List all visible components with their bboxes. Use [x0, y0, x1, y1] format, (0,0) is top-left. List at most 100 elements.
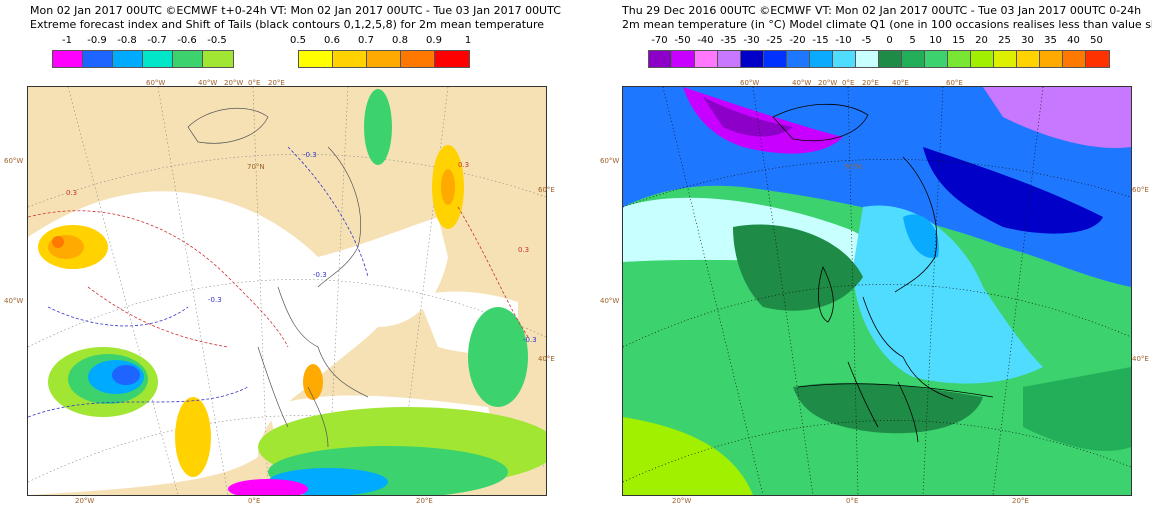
colorbar-label: 30 [1021, 35, 1034, 46]
colorbar-label: -0.5 [207, 35, 227, 46]
colorbar-boxes [52, 50, 234, 68]
colorbar-swatch [333, 51, 367, 67]
colorbar-label: 0.9 [426, 35, 442, 46]
colorbar-label: 25 [998, 35, 1011, 46]
lon-label: 0°E [248, 79, 261, 87]
colorbar-label: 40 [1067, 35, 1080, 46]
colorbar-swatch [203, 51, 233, 67]
colorbar-label: -40 [697, 35, 714, 46]
lon-label: 0°E [842, 79, 855, 87]
contour-label: -0.3 [208, 296, 222, 304]
colorbar-label: 15 [952, 35, 965, 46]
colorbar-swatch [173, 51, 203, 67]
efi-anomaly-patches [38, 89, 546, 495]
temp-header-line2: 2m mean temperature (in °C) Model climat… [622, 18, 1152, 31]
colorbar-label: -15 [812, 35, 829, 46]
colorbar-swatch [833, 51, 856, 67]
europe-cold [853, 205, 1043, 384]
colorbar-label: 20 [975, 35, 988, 46]
colorbar-swatch [83, 51, 113, 67]
greenland-cold [683, 87, 843, 154]
colorbar-swatch [994, 51, 1017, 67]
colorbar-swatch [741, 51, 764, 67]
colorbar-swatch [695, 51, 718, 67]
lon-label: 20°W [672, 497, 692, 505]
colorbar-label: -0.7 [147, 35, 167, 46]
africa-mild [793, 382, 983, 434]
efi-panel: Mon 02 Jan 2017 00UTC ©ECMWF t+0-24h VT:… [4, 4, 561, 505]
colorbar-swatch [1063, 51, 1086, 67]
efi-header-line1: Mon 02 Jan 2017 00UTC ©ECMWF t+0-24h VT:… [30, 4, 561, 17]
colorbar-label: 0.8 [392, 35, 408, 46]
lat-label: 40°E [1132, 355, 1149, 363]
colorbar-label: 5 [909, 35, 916, 46]
efi-contours [28, 146, 529, 418]
colorbar-swatch [113, 51, 143, 67]
colorbar-label: 10 [929, 35, 942, 46]
colorbar-label: -35 [720, 35, 737, 46]
coastlines [772, 103, 994, 443]
atlantic-ocean [28, 191, 448, 495]
colorbar-swatch [971, 51, 994, 67]
colorbar-swatch [1086, 51, 1109, 67]
efi-map: 0.3 0.3 0.3 -0.3 -0.3 -0.3 -0.3 [27, 86, 547, 496]
lon-label: 20°E [862, 79, 879, 87]
colorbar-swatch [367, 51, 401, 67]
lon-label: 0°E [846, 497, 859, 505]
efi-contour-labels-pos: 0.3 0.3 0.3 [66, 161, 529, 254]
ocean-mild [733, 224, 863, 311]
coastlines [187, 107, 369, 448]
colorbar-swatch [764, 51, 787, 67]
lon-label: 60°E [946, 79, 963, 87]
lat-label: 70°N [247, 163, 265, 171]
lon-label: 0°E [248, 497, 261, 505]
temperature-panel: Thu 29 Dec 2016 00UTC ©ECMWF VT: Mon 02 … [576, 0, 1152, 509]
efi-header-line2: Extreme forecast index and Shift of Tail… [30, 18, 545, 31]
contour-label: -0.3 [523, 336, 537, 344]
colorbar-label: -30 [743, 35, 760, 46]
colorbar-label: 35 [1044, 35, 1057, 46]
colorbar-swatch [435, 51, 469, 67]
greenland-coldest [703, 97, 793, 137]
contour-label: -0.3 [303, 151, 317, 159]
colorbar-swatch [879, 51, 902, 67]
lon-label: 60°W [740, 79, 760, 87]
lat-label: 60°E [1132, 186, 1149, 194]
colorbar-label: -0.8 [117, 35, 137, 46]
colorbar-label: -5 [861, 35, 872, 46]
colorbar-label: -0.9 [87, 35, 107, 46]
colorbar-swatch [299, 51, 333, 67]
contour-label: 0.3 [518, 246, 529, 254]
colorbar-label: -10 [835, 35, 852, 46]
lat-label: 40°W [600, 297, 620, 305]
russia-cold [923, 147, 1103, 234]
lat-label: 60°W [600, 157, 620, 165]
colorbar-label: 0.5 [290, 35, 306, 46]
scandinavia-cold [903, 214, 939, 258]
colorbar-swatch [810, 51, 833, 67]
lat-label: 60°W [4, 157, 24, 165]
colorbar-label: 0.6 [324, 35, 340, 46]
colorbar-swatch [1040, 51, 1063, 67]
lon-label: 20°E [416, 497, 433, 505]
colorbar-label: 0.7 [358, 35, 374, 46]
lon-label: 20°W [75, 497, 95, 505]
colorbar-swatch [1017, 51, 1040, 67]
colorbar-swatch [672, 51, 695, 67]
lon-label: 40°W [792, 79, 812, 87]
lon-label: 20°E [1012, 497, 1029, 505]
colorbar-label: -1 [62, 35, 72, 46]
lat-label: 40°E [538, 355, 555, 363]
graticule [623, 87, 1131, 495]
efi-contour-labels-neg: -0.3 -0.3 -0.3 -0.3 [208, 151, 537, 344]
middle-east [1023, 367, 1131, 451]
lon-label: 20°E [268, 79, 285, 87]
temp-header-line1: Thu 29 Dec 2016 00UTC ©ECMWF VT: Mon 02 … [622, 4, 1142, 17]
lon-label: 40°W [198, 79, 218, 87]
lon-label: 60°W [146, 79, 166, 87]
colorbar-swatch [902, 51, 925, 67]
colorbar-label: -25 [766, 35, 783, 46]
arctic-cold [983, 87, 1131, 148]
colorbar-label: -50 [674, 35, 691, 46]
colorbar-boxes [648, 50, 1110, 68]
